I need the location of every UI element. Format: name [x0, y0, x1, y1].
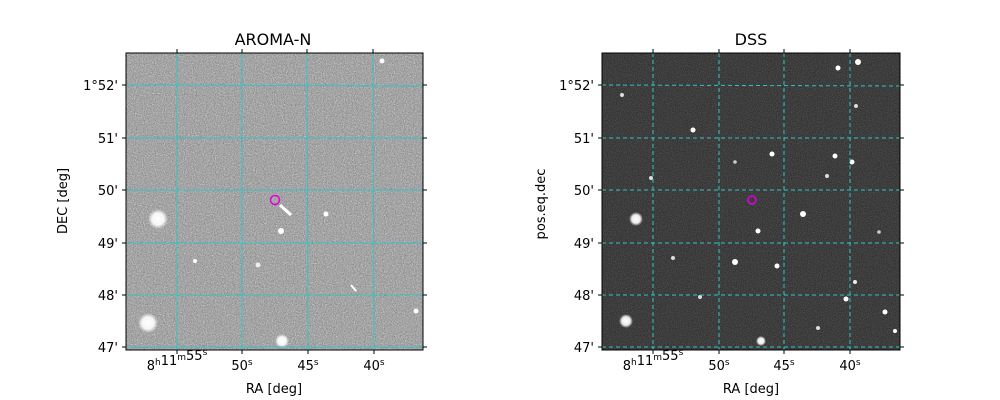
star: [148, 209, 168, 229]
dss-x-tick-labels: 8h11m55s 50s 45s 40s: [623, 348, 861, 374]
y-tick-label: 48': [574, 289, 594, 304]
dss-grid: [601, 53, 901, 350]
star: [835, 65, 841, 71]
dss-ticks: [598, 49, 904, 354]
aroma-panel: AROMA-N: [56, 30, 427, 397]
y-tick-label: 1°52': [559, 79, 594, 94]
y-tick-label: 51': [98, 132, 118, 147]
y-tick-label: 50': [574, 184, 594, 199]
star: [379, 58, 385, 64]
star: [323, 211, 329, 217]
y-tick-label: 47': [574, 341, 594, 356]
y-tick-label: 51': [574, 132, 594, 147]
aroma-ylabel: DEC [deg]: [56, 168, 71, 234]
aroma-frame: [125, 52, 424, 351]
star: [832, 153, 838, 159]
aroma-xlabel: RA [deg]: [246, 382, 302, 397]
y-tick-label: 49': [98, 237, 118, 252]
star: [255, 262, 261, 268]
star: [816, 326, 820, 330]
star: [193, 259, 197, 263]
aroma-x-tick-labels: 8h11m55s 50s 45s 40s: [147, 348, 385, 374]
streak: [350, 284, 357, 292]
star: [278, 228, 284, 234]
star: [755, 228, 761, 234]
aroma-y-tick-labels: 1°52' 51' 50' 49' 48' 47': [83, 79, 118, 356]
star: [620, 93, 624, 97]
y-tick-label: 1°52': [83, 79, 118, 94]
y-tick-label: 49': [574, 237, 594, 252]
star: [893, 329, 897, 333]
y-tick-label: 50': [98, 184, 118, 199]
x-tick-label: 8h11m55s: [623, 348, 684, 374]
star: [854, 104, 858, 108]
star: [853, 280, 857, 284]
star: [671, 256, 675, 260]
dss-ylabel: pos.eq.dec: [534, 169, 549, 240]
x-tick-label: 8h11m55s: [147, 348, 208, 374]
x-tick-label: 50s: [231, 358, 253, 374]
dss-image: [602, 53, 900, 350]
aroma-image: [126, 53, 423, 350]
star: [649, 176, 653, 180]
star: [756, 336, 766, 346]
star: [825, 174, 829, 178]
x-tick-label: 50s: [708, 358, 730, 374]
star: [843, 296, 849, 302]
star: [690, 127, 696, 133]
x-tick-label: 40s: [839, 358, 861, 374]
star: [774, 263, 780, 269]
x-tick-label: 45s: [773, 358, 795, 374]
star: [138, 313, 158, 333]
star: [619, 314, 633, 328]
star: [800, 211, 806, 217]
target-marker: [747, 195, 757, 205]
star: [733, 160, 737, 164]
y-tick-label: 47': [98, 341, 118, 356]
streak: [278, 203, 293, 217]
star: [882, 309, 888, 315]
aroma-ticks: [122, 49, 427, 354]
dss-panel: DSS: [534, 30, 904, 397]
star: [877, 230, 881, 234]
star: [413, 308, 419, 314]
star: [698, 295, 702, 299]
dss-title: DSS: [735, 30, 768, 49]
y-tick-label: 48': [98, 289, 118, 304]
dss-frame: [601, 52, 901, 351]
x-tick-label: 40s: [363, 358, 385, 374]
aroma-title: AROMA-N: [235, 30, 312, 49]
star: [732, 259, 738, 265]
star: [275, 334, 289, 348]
aroma-grid: [125, 52, 424, 351]
star: [629, 212, 643, 226]
dss-xlabel: RA [deg]: [723, 382, 779, 397]
star: [849, 159, 855, 165]
star: [769, 151, 775, 157]
target-marker: [269, 194, 281, 206]
dss-y-tick-labels: 1°52' 51' 50' 49' 48' 47': [559, 79, 594, 356]
x-tick-label: 45s: [297, 358, 319, 374]
star: [855, 59, 861, 65]
